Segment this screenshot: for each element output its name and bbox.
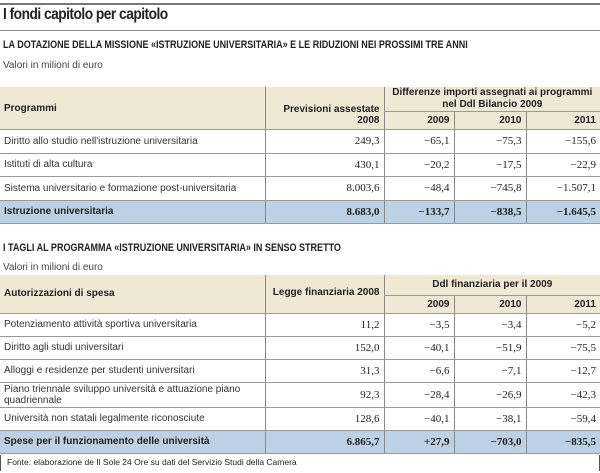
table1-unit: Valori in milioni di euro [3,60,103,71]
table-row: Diritto agli studi universitari 152,0 −40,… [0,336,600,360]
col-header-year: 2009 [383,294,454,314]
table-row: Diritto allo studio nell'istruzione univ… [0,129,600,154]
cell-value: −26,9 [453,382,526,408]
cell-value: 249,3 [264,129,384,154]
cell-value: −51,9 [453,336,526,360]
cell-value: −3,5 [383,313,454,337]
col-header-group: Differenze importi assegnati ai programm… [383,87,600,112]
col-header-base: Previsioni assestate 2008 [264,87,384,130]
cell-value: 152,0 [264,336,384,360]
cell-value: −42,3 [525,382,600,408]
top-rule [0,3,600,5]
cell-value: −65,1 [383,129,454,154]
cell-value: 8.003,6 [264,176,384,201]
cell-value: −155,6 [525,129,600,154]
col-header-label: Programmi [0,87,265,130]
title-rule [0,30,600,31]
row-label: Potenziamento attività sportiva universi… [0,313,265,337]
cell-value: −75,3 [453,129,526,154]
table1-heading: LA DOTAZIONE DELLA MISSIONE «ISTRUZIONE … [3,39,468,51]
table-missione: Programmi Previsioni assestate 2008 Diff… [0,87,600,224]
cell-value: −17,5 [453,153,526,177]
cell-value: −75,5 [525,336,600,360]
row-label: Sistema universitario e formazione post-… [0,176,265,201]
cell-value: 128,6 [264,407,384,431]
total-value: 8.683,0 [264,200,384,224]
cell-value: 11,2 [264,313,384,337]
cell-value: −1.507,1 [525,176,600,201]
total-value: 6.865,7 [264,430,384,454]
cell-value: −5,2 [525,313,600,337]
table-row: Alloggi e residenze per studenti univers… [0,359,600,383]
col-header-year: 2011 [525,294,600,314]
cell-value: −40,1 [383,407,454,431]
row-label: Diritto agli studi universitari [0,336,265,360]
total-value: −835,5 [525,430,600,454]
cell-value: −745,8 [453,176,526,201]
cell-value: −40,1 [383,336,454,360]
cell-value: −28,4 [383,382,454,408]
col-header-label: Autorizzazioni di spesa [0,275,265,314]
table-tagli: Autorizzazioni di spesa Legge finanziari… [0,275,600,454]
page-title: I fondi capitolo per capitolo [3,6,168,23]
total-value: +27,9 [383,430,454,454]
cell-value: −3,4 [453,313,526,337]
total-value: −133,7 [383,200,454,224]
cell-value: −20,2 [383,153,454,177]
col-header-year: 2010 [453,111,526,130]
col-header-group: Ddl finanziaria per il 2009 [383,275,600,296]
total-value: −703,0 [453,430,526,454]
col-header-year: 2009 [383,111,454,130]
table-row: Università non statali legalmente ricono… [0,407,600,431]
col-header-year: 2010 [453,294,526,314]
total-value: −838,5 [453,200,526,224]
table2-unit: Valori in milioni di euro [3,262,103,273]
cell-value: 430,1 [264,153,384,177]
cell-value: −7,1 [453,359,526,383]
row-label: Piano triennale sviluppo università e at… [0,382,265,408]
row-label: Università non statali legalmente ricono… [0,407,265,431]
cell-value: −38,1 [453,407,526,431]
cell-value: −59,4 [525,407,600,431]
table2-heading: I TAGLI AL PROGRAMMA «ISTRUZIONE UNIVERS… [3,242,341,254]
total-value: −1.645,5 [525,200,600,224]
total-label: Spese per il funzionamento delle univers… [0,430,265,454]
cell-value: −22,9 [525,153,600,177]
total-label: Istruzione universitaria [0,200,265,224]
cell-value: −48,4 [383,176,454,201]
table-row: Istituti di alta cultura 430,1 −20,2 −17,5−… [0,153,600,177]
col-header-year: 2011 [525,111,600,130]
cell-value: 92,3 [264,382,384,408]
cell-value: 31,3 [264,359,384,383]
source-note: Fonte: elaborazione de Il Sole 24 Ore su… [0,455,600,471]
table-row: Sistema universitario e formazione post-… [0,176,600,201]
total-row: Spese per il funzionamento delle univers… [0,430,600,454]
col-header-base: Legge finanziaria 2008 [264,275,384,314]
table-row: Piano triennale sviluppo università e at… [0,382,600,408]
row-label: Alloggi e residenze per studenti univers… [0,359,265,383]
table-row: Potenziamento attività sportiva universi… [0,313,600,337]
row-label: Istituti di alta cultura [0,153,265,177]
row-label: Diritto allo studio nell'istruzione univ… [0,129,265,154]
cell-value: −6,6 [383,359,454,383]
total-row: Istruzione universitaria 8.683,0 −133,7 −83… [0,200,600,224]
cell-value: −12,7 [525,359,600,383]
